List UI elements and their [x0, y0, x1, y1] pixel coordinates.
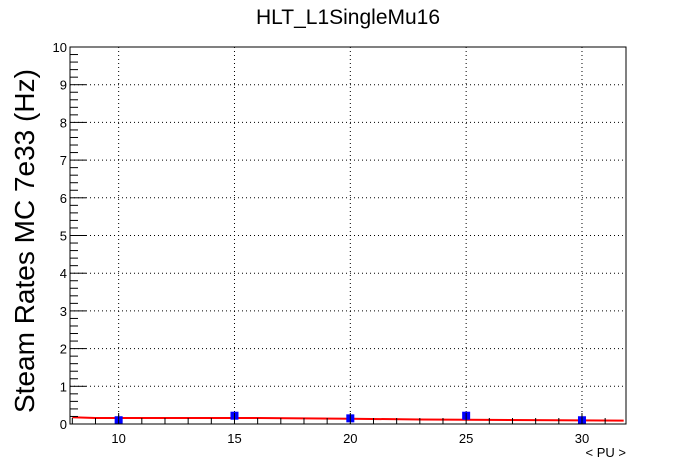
- x-axis-label: < PU >: [586, 445, 626, 460]
- y-tick-label: 0: [60, 417, 67, 432]
- x-tick-label: 30: [575, 431, 589, 446]
- axis-ticks: [70, 46, 606, 425]
- y-tick-label: 7: [60, 153, 67, 168]
- chart-title: HLT_L1SingleMu16: [256, 6, 440, 29]
- y-tick-label: 1: [60, 379, 67, 394]
- x-tick-label: 20: [343, 431, 357, 446]
- grid-lines: [70, 47, 626, 424]
- x-tick-label: 25: [459, 431, 473, 446]
- y-tick-label: 2: [60, 342, 67, 357]
- y-tick-labels: 0 1 2 3 4 5 6 7 8 9 10: [53, 40, 67, 432]
- x-tick-labels: 10 15 20 25 30: [111, 431, 589, 446]
- y-tick-label: 5: [60, 229, 67, 244]
- y-tick-label: 8: [60, 115, 67, 130]
- y-tick-label: 9: [60, 78, 67, 93]
- x-tick-label: 10: [111, 431, 125, 446]
- x-tick-label: 15: [227, 431, 241, 446]
- y-tick-label: 4: [60, 266, 67, 281]
- y-axis-label: Steam Rates MC 7e33 (Hz): [9, 69, 40, 413]
- y-tick-label: 6: [60, 191, 67, 206]
- y-tick-label: 10: [53, 40, 67, 55]
- y-tick-label: 3: [60, 304, 67, 319]
